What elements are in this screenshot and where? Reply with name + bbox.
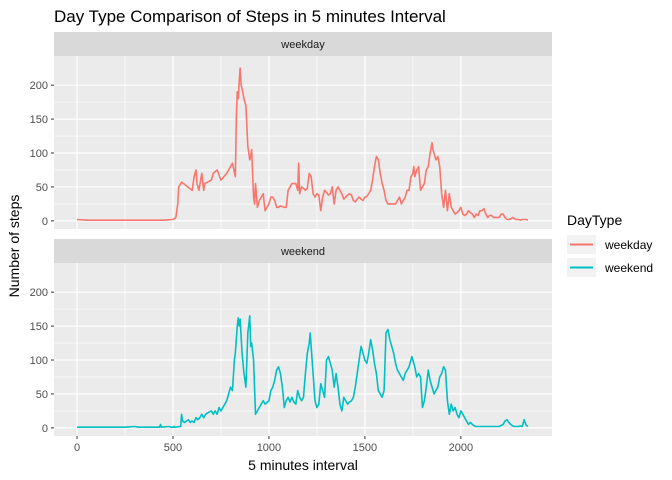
x-tick-label: 2000 <box>449 442 473 454</box>
panel-weekday: weekday 0 50 100 150 200 <box>30 32 552 229</box>
x-tick-label: 0 <box>74 442 80 454</box>
legend-label-weekend: weekend <box>604 261 653 275</box>
x-tick-label: 1500 <box>353 442 377 454</box>
x-tick-label: 1000 <box>257 442 281 454</box>
legend-title: DayType <box>567 212 622 228</box>
strip-label-weekend: weekend <box>280 246 325 258</box>
y-tick-label: 0 <box>42 423 48 435</box>
x-tick-label: 500 <box>164 442 182 454</box>
series-line-weekend <box>77 315 529 428</box>
legend-label-weekday: weekday <box>604 238 652 252</box>
y-axis-title: Number of steps <box>6 195 22 298</box>
y-tick-label: 100 <box>30 355 48 367</box>
strip-weekend <box>54 239 552 263</box>
x-ticks: 0 500 1000 1500 2000 <box>74 436 473 454</box>
y-tick-label: 50 <box>36 389 48 401</box>
y-ticks-weekend: 0 50 100 150 200 <box>30 287 54 435</box>
y-tick-label: 150 <box>30 321 48 333</box>
legend: DayType weekday weekend <box>567 212 653 277</box>
panel-background-weekend <box>54 263 552 436</box>
panel-weekend: weekend 0 50 100 150 200 <box>30 239 552 436</box>
panel-background-weekday <box>54 56 552 229</box>
y-tick-label: 150 <box>30 114 48 126</box>
chart-title: Day Type Comparison of Steps in 5 minute… <box>54 7 446 26</box>
strip-weekday <box>54 32 552 56</box>
series-weekday <box>76 67 529 221</box>
y-tick-label: 50 <box>36 182 48 194</box>
gridlines-weekend <box>54 263 552 436</box>
y-tick-label: 200 <box>30 80 48 92</box>
y-tick-label: 0 <box>42 216 48 228</box>
series-weekend <box>77 315 529 428</box>
x-axis-title: 5 minutes interval <box>248 457 358 473</box>
y-tick-label: 200 <box>30 287 48 299</box>
series-line-weekday <box>76 67 529 221</box>
gridlines-weekday <box>54 56 552 229</box>
y-ticks-weekday: 0 50 100 150 200 <box>30 80 54 228</box>
y-tick-label: 100 <box>30 148 48 160</box>
strip-label-weekday: weekday <box>280 39 325 51</box>
